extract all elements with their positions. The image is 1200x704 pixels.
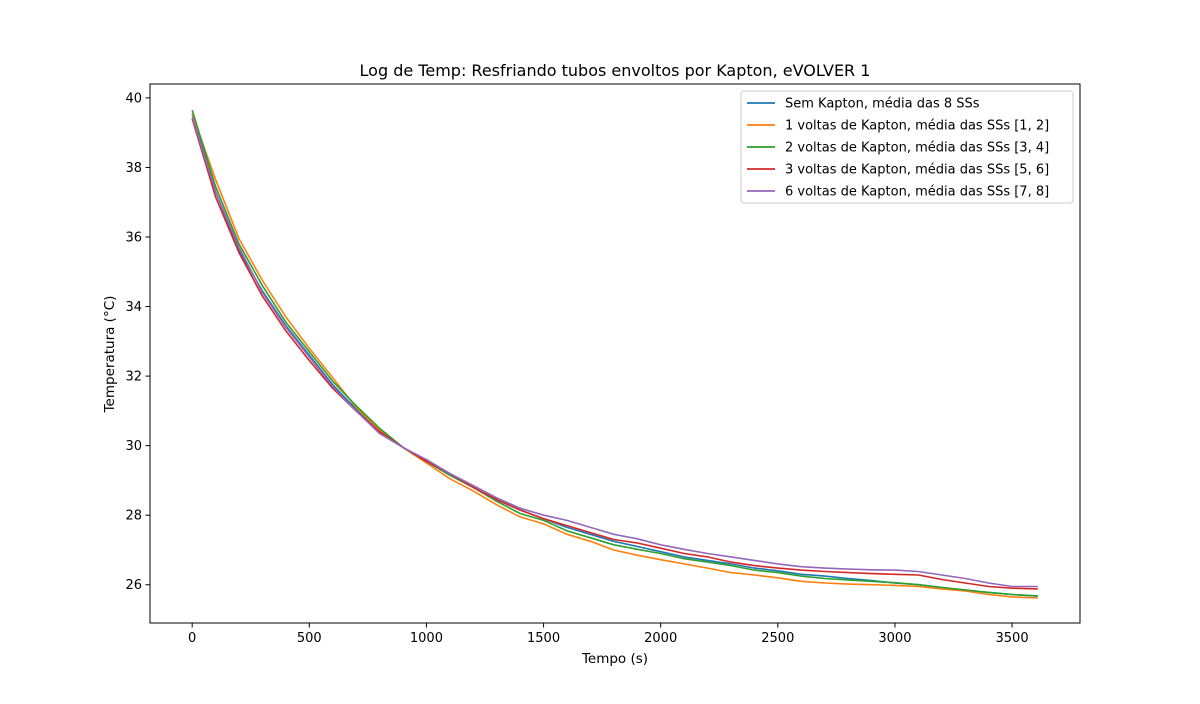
x-tick-label: 3000 [878, 631, 911, 646]
series-line-5 [191, 116, 1038, 588]
chart-title: Log de Temp: Resfriando tubos envoltos p… [360, 61, 871, 80]
x-tick-label: 2500 [761, 631, 794, 646]
x-tick-label: 1000 [410, 631, 443, 646]
y-tick-label: 34 [125, 300, 142, 315]
y-tick-label: 36 [125, 231, 142, 246]
plot-frame [149, 83, 1081, 624]
y-tick-label: 32 [125, 370, 142, 385]
y-tick-label: 28 [125, 509, 142, 524]
series-line-3 [191, 109, 1038, 597]
axis-ticks: 0 500 1000 1500 2000 2500 3000 3500 26 28 30 32 34 36… [125, 91, 1028, 646]
y-tick-label: 38 [125, 161, 142, 176]
legend-label-1: Sem Kapton, média das 8 SSs [785, 97, 980, 112]
series-lines [191, 109, 1038, 599]
x-tick-label: 500 [297, 631, 322, 646]
x-tick-label: 3500 [996, 631, 1029, 646]
x-tick-label: 0 [188, 631, 196, 646]
legend-label-5: 6 voltas de Kapton, média das SSs [7, 8] [785, 185, 1049, 200]
legend-label-4: 3 voltas de Kapton, média das SSs [5, 6] [785, 163, 1049, 178]
series-line-2 [191, 113, 1038, 599]
y-tick-label: 40 [125, 91, 142, 106]
x-tick-label: 1500 [527, 631, 560, 646]
y-tick-label: 30 [125, 439, 142, 454]
x-tick-label: 2000 [644, 631, 677, 646]
legend: Sem Kapton, média das 8 SSs 1 voltas de K… [740, 90, 1074, 204]
legend-label-3: 2 voltas de Kapton, média das SSs [3, 4] [785, 141, 1049, 156]
y-axis-label: Temperatura (°C) [102, 296, 118, 414]
series-line-4 [191, 118, 1038, 590]
legend-box [740, 90, 1074, 204]
y-tick-label: 26 [125, 578, 142, 593]
x-axis-label: Tempo (s) [581, 651, 648, 667]
legend-label-2: 1 voltas de Kapton, média das SSs [1, 2] [785, 119, 1049, 134]
